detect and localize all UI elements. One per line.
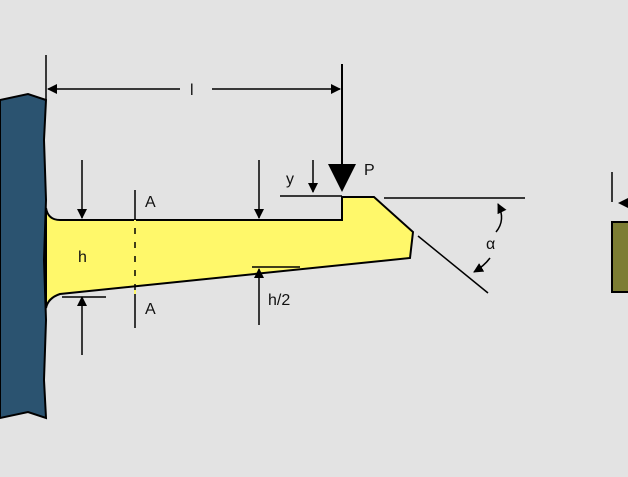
deflection-label: y	[286, 171, 294, 188]
angle-slope-line	[417, 235, 489, 294]
cantilever-beam	[45, 196, 415, 309]
angle-arc	[495, 203, 507, 233]
load-arrow	[328, 164, 356, 192]
angle-label: α	[486, 236, 495, 253]
section-label-top: A	[145, 194, 156, 211]
mating-part-block	[611, 221, 628, 293]
section-label-bottom: A	[145, 301, 156, 318]
length-label: l	[190, 82, 194, 99]
half-thickness-label: h/2	[268, 292, 290, 309]
base-wall	[0, 92, 48, 420]
thickness-label: h	[78, 249, 87, 266]
load-label: P	[364, 162, 375, 179]
